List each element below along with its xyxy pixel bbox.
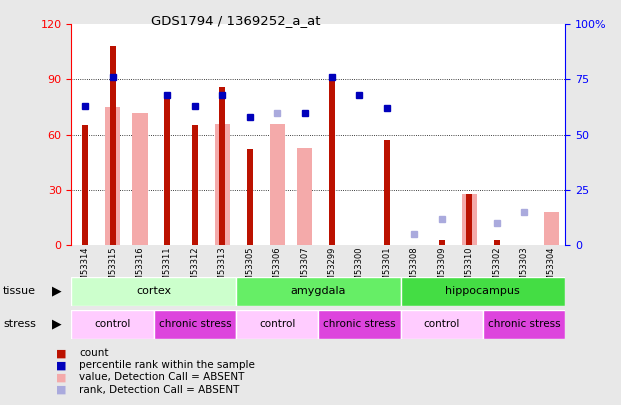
Text: hippocampus: hippocampus <box>445 286 520 296</box>
Text: control: control <box>94 320 131 329</box>
Text: ▶: ▶ <box>52 285 61 298</box>
Bar <box>247 149 253 245</box>
Text: chronic stress: chronic stress <box>158 320 231 329</box>
Text: ■: ■ <box>56 348 66 358</box>
Bar <box>270 124 284 245</box>
Text: tissue: tissue <box>3 286 36 296</box>
Bar <box>236 277 401 306</box>
Text: value, Detection Call = ABSENT: value, Detection Call = ABSENT <box>79 373 245 382</box>
Text: control: control <box>424 320 460 329</box>
Text: amygdala: amygdala <box>291 286 346 296</box>
Bar <box>109 46 116 245</box>
Bar <box>219 87 225 245</box>
Bar <box>401 310 483 339</box>
Text: count: count <box>79 348 109 358</box>
Bar <box>461 194 477 245</box>
Bar <box>297 147 312 245</box>
Text: ■: ■ <box>56 385 66 394</box>
Bar <box>438 239 445 245</box>
Text: rank, Detection Call = ABSENT: rank, Detection Call = ABSENT <box>79 385 240 394</box>
Bar <box>105 107 120 245</box>
Text: stress: stress <box>3 320 36 329</box>
Bar <box>236 310 319 339</box>
Bar <box>215 124 230 245</box>
Text: ▶: ▶ <box>52 318 61 331</box>
Bar <box>82 126 88 245</box>
Bar <box>318 310 401 339</box>
Text: ■: ■ <box>56 360 66 370</box>
Text: GDS1794 / 1369252_a_at: GDS1794 / 1369252_a_at <box>152 14 320 27</box>
Bar <box>466 194 472 245</box>
Bar <box>544 212 559 245</box>
Bar <box>384 140 390 245</box>
Bar <box>71 277 236 306</box>
Bar <box>494 239 499 245</box>
Bar <box>192 126 198 245</box>
Bar <box>154 310 236 339</box>
Text: ■: ■ <box>56 373 66 382</box>
Text: control: control <box>259 320 296 329</box>
Bar <box>71 310 154 339</box>
Bar <box>165 94 170 245</box>
Text: chronic stress: chronic stress <box>323 320 396 329</box>
Text: chronic stress: chronic stress <box>487 320 560 329</box>
Bar <box>132 113 148 245</box>
Bar <box>483 310 565 339</box>
Text: percentile rank within the sample: percentile rank within the sample <box>79 360 255 370</box>
Bar <box>329 79 335 245</box>
Bar <box>401 277 565 306</box>
Text: cortex: cortex <box>136 286 171 296</box>
